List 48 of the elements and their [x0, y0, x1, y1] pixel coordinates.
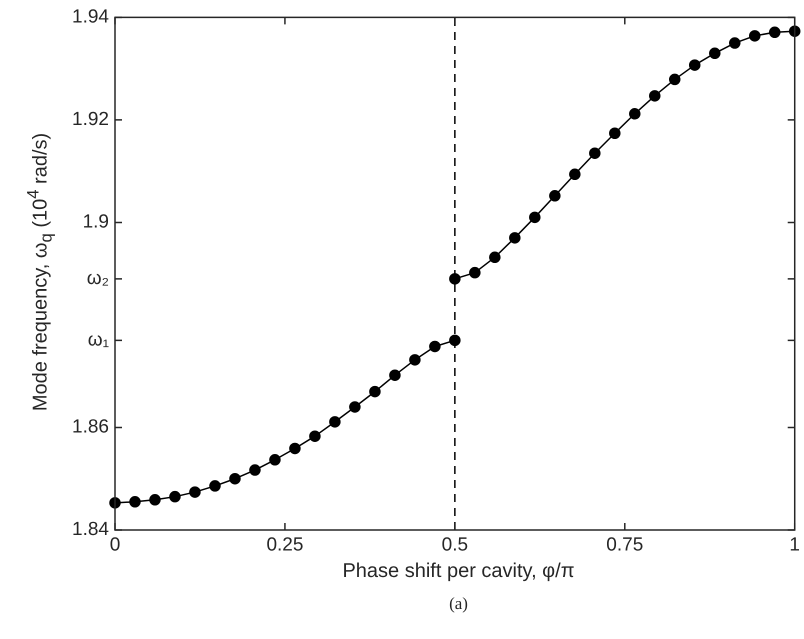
point — [189, 486, 201, 498]
y-tick-label: 1.92 — [72, 109, 109, 130]
point — [629, 108, 641, 120]
y-tick-label: 1.86 — [72, 416, 109, 438]
point — [129, 496, 141, 508]
point — [489, 252, 501, 264]
point — [389, 369, 401, 381]
point — [409, 354, 421, 366]
point — [469, 266, 481, 278]
point — [589, 147, 601, 159]
point — [768, 26, 780, 38]
y-tick-label: 1.84 — [72, 519, 110, 540]
x-tick-label: 0 — [110, 534, 120, 556]
point — [149, 494, 161, 506]
point — [369, 386, 381, 398]
y-tick-label: ω₁ — [88, 330, 109, 351]
point — [729, 37, 741, 49]
point — [449, 334, 461, 346]
point — [349, 401, 361, 413]
point — [169, 490, 181, 502]
x-tick-label: 0.75 — [606, 534, 644, 556]
point — [229, 472, 241, 484]
point — [509, 232, 521, 244]
point — [269, 454, 281, 466]
point — [668, 74, 680, 86]
y-tick-label: ω₂ — [86, 268, 109, 290]
point — [688, 59, 700, 71]
point — [609, 128, 621, 139]
point — [529, 212, 541, 224]
y-tick-label: 1.94 — [72, 6, 110, 28]
point — [309, 430, 321, 442]
point — [289, 442, 301, 454]
point — [749, 30, 760, 42]
x-axis-title: Phase shift per cavity, φ/π — [341, 560, 576, 583]
text: (a) — [448, 594, 469, 614]
point — [249, 464, 261, 476]
x-tick-label: 0.25 — [266, 534, 304, 556]
x-tick-label: 0.5 — [442, 534, 468, 556]
point — [569, 168, 581, 180]
y-tick-label: 1.9 — [82, 212, 109, 233]
point — [429, 340, 441, 352]
point — [209, 480, 221, 492]
point — [449, 273, 461, 285]
point — [549, 190, 561, 202]
point — [649, 90, 661, 102]
point — [329, 416, 341, 428]
x-tick-label: 1 — [789, 534, 800, 556]
point — [709, 48, 721, 60]
